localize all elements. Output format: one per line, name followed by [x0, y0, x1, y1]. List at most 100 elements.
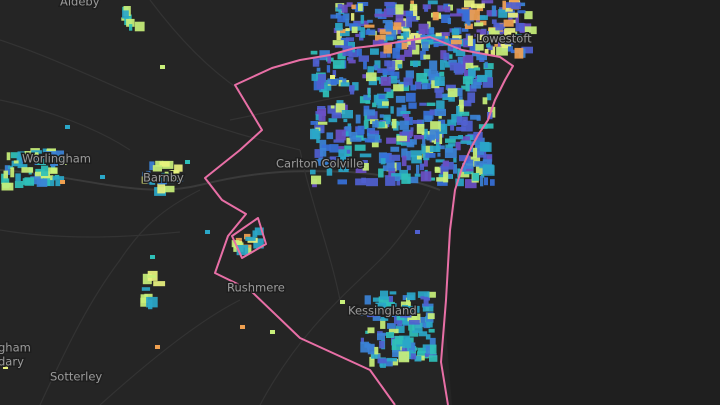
patch [439, 165, 449, 175]
patch [351, 13, 355, 21]
patch [498, 9, 508, 18]
patch [424, 4, 429, 12]
patch [435, 32, 442, 37]
patch [476, 34, 488, 43]
patch [126, 18, 135, 27]
patch [315, 159, 320, 165]
patch [351, 26, 358, 33]
patch [317, 106, 326, 109]
patch [367, 327, 375, 334]
patch [174, 164, 183, 172]
patch [335, 103, 346, 115]
patch [471, 65, 479, 69]
patch [364, 295, 371, 305]
patch [416, 155, 422, 160]
patch [270, 330, 275, 334]
patch [449, 62, 462, 71]
road [0, 39, 301, 151]
patch [349, 131, 358, 139]
patch [316, 136, 320, 144]
patch [394, 335, 404, 345]
patch [405, 70, 414, 79]
patch [372, 39, 382, 46]
patch [331, 112, 342, 119]
patch [435, 90, 443, 99]
patch [448, 54, 453, 59]
patch [493, 34, 503, 39]
patch [397, 40, 404, 50]
patch [436, 145, 445, 150]
patch [423, 54, 431, 60]
patch [52, 176, 65, 181]
patch [484, 69, 493, 78]
patch [236, 245, 249, 256]
patch [476, 155, 481, 163]
patch [413, 60, 418, 68]
patch [408, 44, 416, 50]
patch [441, 36, 450, 46]
patch [45, 153, 53, 162]
patch [429, 27, 434, 34]
patch [340, 300, 345, 304]
patch [429, 129, 440, 139]
patch [414, 173, 421, 177]
patch [461, 120, 473, 132]
patch [429, 355, 438, 362]
patch [475, 145, 484, 155]
patch [31, 150, 42, 154]
patch [406, 17, 419, 22]
patch [396, 135, 408, 142]
patch [442, 160, 449, 167]
patch [355, 114, 361, 124]
patch [461, 28, 469, 32]
patch [337, 52, 346, 60]
patch [465, 179, 477, 189]
patch [320, 148, 327, 157]
patch [448, 143, 456, 147]
patch [404, 49, 413, 57]
patch [470, 38, 481, 44]
patch [484, 177, 488, 186]
patch [327, 105, 339, 114]
patch [402, 113, 410, 118]
patch [35, 171, 43, 179]
patch [383, 70, 387, 81]
patch [503, 2, 512, 8]
patch [385, 175, 396, 186]
patch [389, 291, 397, 295]
patch [415, 81, 422, 90]
road [99, 299, 241, 405]
patch [378, 39, 384, 45]
patch [329, 156, 339, 163]
patch [486, 36, 491, 48]
patch [464, 0, 475, 8]
patch [380, 158, 386, 165]
patch [406, 16, 412, 28]
patch [401, 148, 408, 158]
patch [474, 40, 484, 51]
patch [472, 147, 478, 158]
patch [332, 60, 345, 69]
patch [394, 316, 403, 325]
patch [411, 155, 422, 164]
patch [330, 75, 335, 79]
patch [386, 89, 394, 99]
patch [322, 90, 330, 98]
patch [471, 3, 483, 9]
patch [412, 322, 423, 333]
patch [394, 174, 401, 181]
patch [405, 10, 418, 17]
place-label: Aldeby [60, 0, 100, 9]
patch [156, 175, 167, 184]
patch [140, 294, 148, 303]
patch [429, 60, 438, 71]
patch [341, 4, 348, 13]
patch [337, 179, 347, 185]
patch [391, 358, 399, 366]
patch [403, 77, 413, 86]
patch [354, 144, 366, 151]
patch [316, 67, 321, 72]
patch [422, 135, 426, 146]
patch [458, 135, 463, 140]
patch [447, 119, 457, 126]
